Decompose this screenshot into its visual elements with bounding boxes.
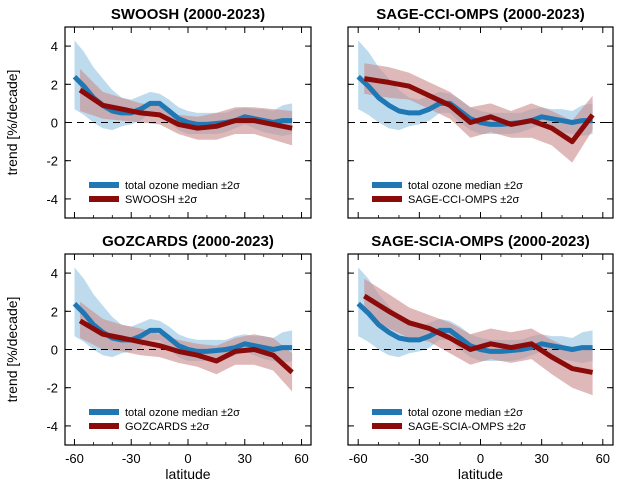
x-tick-label: -60 <box>65 451 84 466</box>
legend: total ozone median ±2σ SWOOSH ±2σ <box>89 180 240 206</box>
y-axis-label: trend [%/decade] <box>4 70 20 176</box>
y-tick-label: -2 <box>46 381 58 396</box>
legend-label-reference: total ozone median ±2σ <box>408 407 523 419</box>
legend: total ozone median ±2σ SAGE-SCIA-OMPS ±2σ <box>372 407 526 433</box>
x-tick-label: -30 <box>122 451 141 466</box>
y-tick-label: 4 <box>51 266 58 281</box>
x-tick-label: 30 <box>534 451 548 466</box>
legend-label-dataset: SAGE-CCI-OMPS ±2σ <box>408 194 519 206</box>
y-tick-label: 2 <box>51 304 58 319</box>
y-tick-label: 2 <box>51 77 58 92</box>
legend-label-dataset: SWOOSH ±2σ <box>125 194 197 206</box>
legend: total ozone median ±2σ GOZCARDS ±2σ <box>89 407 240 433</box>
panel-title: SWOOSH (2000-2023) <box>111 6 265 23</box>
plot-area <box>348 40 613 163</box>
x-tick-label: 60 <box>596 451 610 466</box>
dataset-band <box>364 278 593 396</box>
dataset-line <box>78 318 294 375</box>
panel-title: GOZCARDS (2000-2023) <box>102 233 274 250</box>
y-tick-label: 0 <box>51 116 58 131</box>
x-tick-label: 60 <box>294 451 308 466</box>
panel-title: SAGE-CCI-OMPS (2000-2023) <box>376 6 584 23</box>
panel-4: SAGE-SCIA-OMPS (2000-2023) -60 -30 0 30 60 tot… <box>347 233 614 482</box>
dataset-band <box>364 63 593 163</box>
legend-label-dataset: GOZCARDS ±2σ <box>125 421 210 433</box>
x-tick-label: 0 <box>477 451 484 466</box>
y-tick-label: -4 <box>46 419 58 434</box>
panels: SWOOSH (2000-2023) -4 -2 0 2 4 total ozone med… <box>4 6 614 482</box>
x-tick-label: -60 <box>349 451 368 466</box>
panel-title: SAGE-SCIA-OMPS (2000-2023) <box>371 233 589 250</box>
dataset-band <box>80 69 293 146</box>
panel-3: GOZCARDS (2000-2023) -60 -30 0 30 60 -4 -2 0 2 4 to… <box>4 233 312 482</box>
y-tick-label: 0 <box>51 343 58 358</box>
dataset-line <box>362 293 594 375</box>
y-tick-label: 4 <box>51 39 58 54</box>
legend-label-reference: total ozone median ±2σ <box>408 180 523 192</box>
plot-area <box>65 40 311 146</box>
y-axis-label: trend [%/decade] <box>4 297 20 403</box>
x-tick-label: -30 <box>410 451 429 466</box>
panel-1: SWOOSH (2000-2023) -4 -2 0 2 4 total ozone med… <box>4 6 312 219</box>
x-axis-label: latitude <box>458 466 503 482</box>
plot-area <box>348 267 613 396</box>
x-tick-label: 30 <box>238 451 252 466</box>
panel-2: SAGE-CCI-OMPS (2000-2023) total ozone med… <box>347 6 614 219</box>
legend-label-reference: total ozone median ±2σ <box>125 180 240 192</box>
y-tick-label: -4 <box>46 192 58 207</box>
plot-area <box>65 267 311 392</box>
dataset-line <box>363 76 595 145</box>
legend-label-dataset: SAGE-SCIA-OMPS ±2σ <box>408 421 526 433</box>
legend: total ozone median ±2σ SAGE-CCI-OMPS ±2σ <box>372 180 523 206</box>
x-tick-label: 0 <box>184 451 191 466</box>
dataset-line <box>78 87 293 131</box>
legend-label-reference: total ozone median ±2σ <box>125 407 240 419</box>
y-tick-label: -2 <box>46 154 58 169</box>
x-axis-label: latitude <box>165 466 210 482</box>
